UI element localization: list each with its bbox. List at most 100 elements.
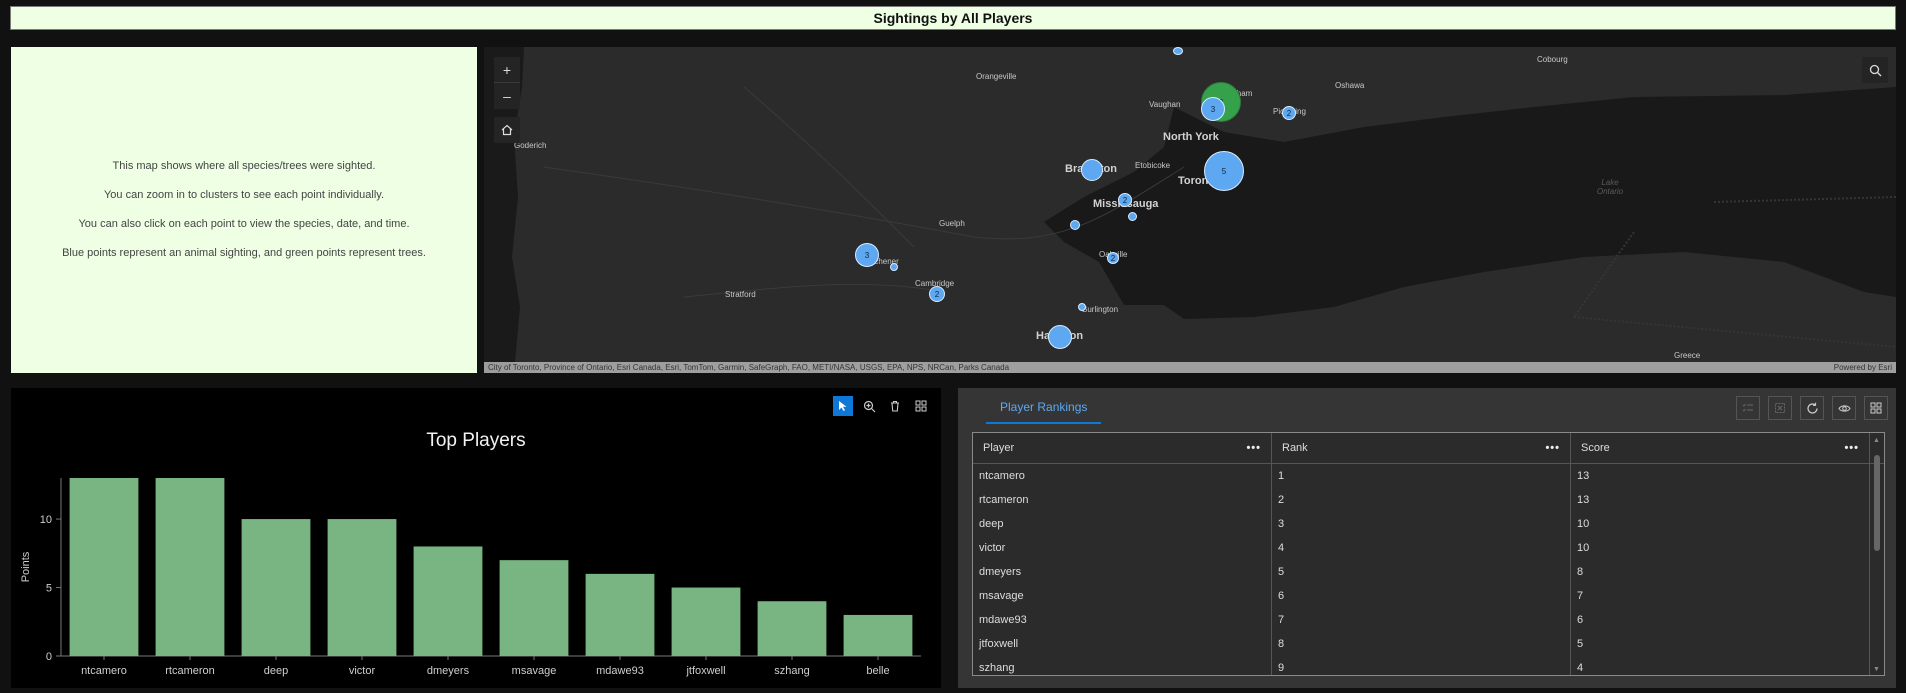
bar-mdawe93[interactable]	[585, 573, 655, 656]
x-tick-label: dmeyers	[427, 665, 470, 677]
bar-belle[interactable]	[843, 614, 913, 656]
zoom-tool-button[interactable]	[859, 396, 879, 416]
table-scrollbar[interactable]: ▲ ▼	[1872, 437, 1882, 673]
map-label-burlington: Burlington	[1082, 305, 1119, 314]
column-label: Rank	[1282, 442, 1308, 454]
clear-selection-button[interactable]	[1768, 396, 1792, 420]
checklist-icon	[1742, 403, 1753, 412]
animal-point[interactable]	[1128, 212, 1137, 221]
cluster-count: 3	[1210, 104, 1216, 114]
table-row[interactable]: ntcamero 1 13	[973, 464, 1884, 488]
selection-tool-button[interactable]	[833, 396, 853, 416]
animal-cluster-toronto[interactable]: 5	[1204, 151, 1244, 191]
bar-deep[interactable]	[241, 519, 311, 656]
column-menu-icon[interactable]: •••	[1246, 442, 1261, 454]
animal-cluster-kitchener[interactable]: 3	[855, 243, 879, 267]
bar-ntcamero[interactable]	[69, 478, 139, 656]
bar-rtcameron[interactable]	[155, 478, 225, 656]
map-label-vaughan: Vaughan	[1149, 100, 1181, 109]
map-search-button[interactable]	[1862, 57, 1888, 83]
column-label: Player	[983, 442, 1015, 454]
animal-point[interactable]	[1070, 220, 1080, 230]
table-row[interactable]: deep 3 10	[973, 512, 1884, 536]
show-selected-button[interactable]	[1736, 396, 1760, 420]
scroll-down-icon[interactable]: ▼	[1873, 666, 1880, 673]
map-label-orangeville: Orangeville	[976, 72, 1017, 81]
animal-cluster-mississauga[interactable]: 2	[1118, 193, 1132, 207]
cluster-count: 3	[864, 250, 870, 260]
animal-point-hamilton[interactable]	[1048, 325, 1072, 349]
y-tick-label: 5	[46, 583, 52, 595]
animal-point-brampton[interactable]	[1081, 159, 1103, 181]
column-header-player[interactable]: Player •••	[973, 433, 1272, 463]
minus-icon: –	[503, 88, 511, 104]
clear-selection-icon	[1775, 403, 1785, 413]
player-rankings-table[interactable]: Player ••• Rank ••• Score ••• ntcamero 1 13 r…	[972, 432, 1885, 676]
sightings-map[interactable]: Goderich Orangeville Vaughan Markham Pic…	[484, 47, 1896, 373]
cell-player: msavage	[973, 584, 1272, 608]
table-options-button[interactable]	[1864, 396, 1888, 420]
bar-msavage[interactable]	[499, 560, 569, 656]
bar-szhang[interactable]	[757, 601, 827, 656]
x-tick-label: szhang	[774, 665, 809, 677]
refresh-button[interactable]	[1800, 396, 1824, 420]
toggle-columns-button[interactable]	[1832, 396, 1856, 420]
table-toolbar	[1736, 396, 1888, 420]
scroll-up-icon[interactable]: ▲	[1873, 437, 1880, 444]
plus-icon: +	[502, 61, 512, 78]
powered-by-esri[interactable]: Powered by Esri	[1833, 363, 1892, 372]
cell-rank: 6	[1272, 584, 1571, 608]
column-menu-icon[interactable]: •••	[1844, 442, 1859, 454]
animal-cluster-pickering[interactable]: 2	[1282, 106, 1296, 120]
animal-cluster-oakville[interactable]: 2	[1107, 252, 1119, 264]
column-label: Score	[1581, 442, 1610, 454]
scroll-thumb[interactable]	[1874, 455, 1880, 551]
column-menu-icon[interactable]: •••	[1545, 442, 1560, 454]
chart-options-button[interactable]	[911, 396, 931, 416]
table-header: Player ••• Rank ••• Score •••	[973, 433, 1884, 464]
map-basemap	[484, 47, 1896, 373]
map-label-goderich: Goderich	[514, 141, 547, 150]
home-button[interactable]	[494, 117, 520, 143]
table-row[interactable]: szhang 9 4	[973, 656, 1884, 675]
table-row[interactable]: rtcameron 2 13	[973, 488, 1884, 512]
map-label-cambridge: Cambridge	[915, 279, 955, 288]
description-line: This map shows where all species/trees w…	[112, 160, 376, 172]
cell-rank: 8	[1272, 632, 1571, 656]
x-tick-label: ntcamero	[81, 665, 127, 677]
description-line: Blue points represent an animal sighting…	[62, 247, 426, 259]
animal-cluster-cambridge[interactable]: 2	[929, 286, 945, 302]
clear-selection-button[interactable]	[885, 396, 905, 416]
table-row[interactable]: jtfoxwell 8 5	[973, 632, 1884, 656]
map-description-panel: This map shows where all species/trees w…	[11, 47, 477, 373]
column-header-score[interactable]: Score •••	[1571, 433, 1870, 463]
table-row[interactable]: mdawe93 7 6	[973, 608, 1884, 632]
bar-jtfoxwell[interactable]	[671, 587, 741, 656]
map-label-guelph: Guelph	[939, 219, 965, 228]
bar-dmeyers[interactable]	[413, 546, 483, 656]
cell-rank: 4	[1272, 536, 1571, 560]
column-header-rank[interactable]: Rank •••	[1272, 433, 1571, 463]
x-tick-label: belle	[866, 665, 889, 677]
zoom-out-button[interactable]: –	[494, 83, 520, 109]
animal-point[interactable]	[1078, 303, 1086, 311]
zoom-in-button[interactable]: +	[494, 57, 520, 83]
animal-cluster-vaughan[interactable]: 3	[1201, 97, 1225, 121]
tab-player-rankings[interactable]: Player Rankings	[986, 394, 1102, 424]
map-label-etobicoke: Etobicoke	[1135, 161, 1171, 170]
map-label-kitchener: Kitchener	[865, 257, 899, 266]
bar-victor[interactable]	[327, 519, 397, 656]
x-tick-label: victor	[349, 665, 376, 677]
cell-player: ntcamero	[973, 464, 1272, 488]
animal-point[interactable]	[1173, 47, 1183, 55]
table-row[interactable]: victor 4 10	[973, 536, 1884, 560]
table-row[interactable]: msavage 6 7	[973, 584, 1884, 608]
cell-score: 13	[1571, 464, 1870, 488]
animal-point[interactable]	[890, 263, 898, 271]
top-players-bar-chart[interactable]: Top Players Points 0 5 10 ntcamero rtcameron de…	[11, 388, 941, 688]
table-row[interactable]: dmeyers 5 8	[973, 560, 1884, 584]
x-tick-label: mdawe93	[596, 665, 644, 677]
cluster-count: 2	[934, 289, 940, 299]
cell-rank: 7	[1272, 608, 1571, 632]
cluster-count: 2	[1110, 253, 1116, 263]
